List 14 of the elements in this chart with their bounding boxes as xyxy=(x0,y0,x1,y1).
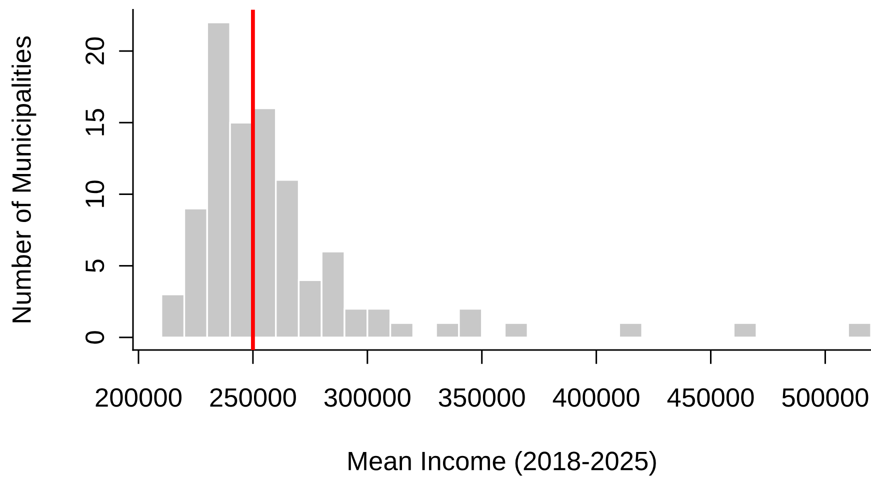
x-tick-label: 350000 xyxy=(438,388,525,407)
x-tick-label: 500000 xyxy=(782,388,868,407)
x-tick-label: 200000 xyxy=(96,388,182,407)
y-tick-label: 10 xyxy=(85,180,104,207)
x-tick-label: 300000 xyxy=(324,388,410,407)
y-tick-label: 20 xyxy=(85,37,104,64)
x-tick-label: 250000 xyxy=(210,388,296,407)
x-axis-title: Mean Income (2018-2025) xyxy=(348,450,656,476)
y-tick-label: 5 xyxy=(86,260,104,272)
y-tick-label: 15 xyxy=(86,109,104,136)
y-axis-title: Number of Municipalities xyxy=(12,36,36,322)
x-tick-label: 450000 xyxy=(667,388,754,407)
x-tick-label: 400000 xyxy=(552,388,640,407)
y-tick-label: 0 xyxy=(85,331,104,344)
